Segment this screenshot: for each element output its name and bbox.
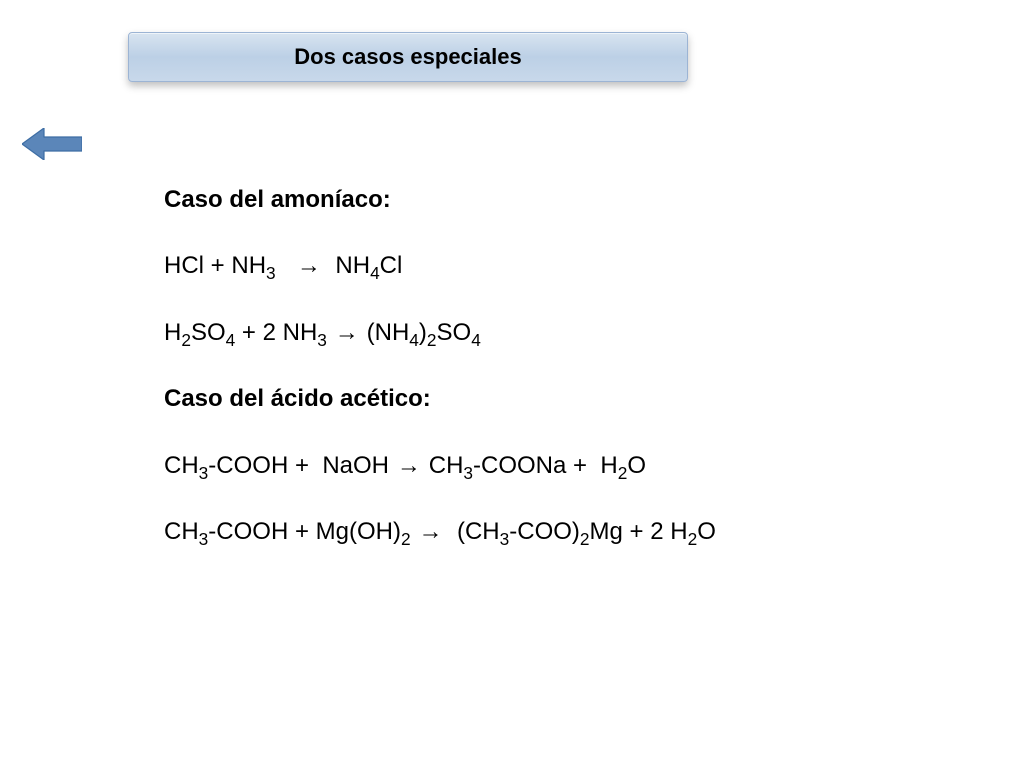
eq2-rhs-sp <box>360 319 367 346</box>
eq3-lhs-a-tail: -COOH <box>208 452 288 479</box>
eq4-rhs-tail: Mg <box>590 518 623 545</box>
slide-title-text: Dos casos especiales <box>294 44 521 70</box>
arrow-right-icon: → <box>417 516 443 548</box>
eq1-lhs-b-base: NH <box>231 252 266 279</box>
eq4-rhs-b-base: H <box>670 518 687 545</box>
eq1-rhs-sp <box>322 252 335 279</box>
eq4-lhs-a-base: CH <box>164 518 199 545</box>
eq1-spacer <box>276 252 296 279</box>
eq3-lhs-a-base: CH <box>164 452 199 479</box>
slide-body: Caso del amoníaco: HCl + NH3 → NH4Cl H2S… <box>164 184 964 582</box>
eq4-plus2: + <box>623 518 650 545</box>
eq3-rhs-a-base: CH <box>429 452 464 479</box>
arrow-right-icon: → <box>396 450 422 482</box>
eq2-rhs-sub3: 4 <box>471 330 481 350</box>
equation-4: CH3-COOH + Mg(OH)2 → (CH3-COO)2Mg + 2 H2… <box>164 516 964 548</box>
eq2-coef: 2 <box>263 319 283 346</box>
eq2-rhs-close: ) <box>419 319 427 346</box>
eq2-rhs-tail: SO <box>437 319 472 346</box>
eq3-lhs-b: NaOH <box>322 452 389 479</box>
eq4-rhs-sub2: 2 <box>580 529 590 549</box>
eq3-plus2: + <box>566 452 600 479</box>
eq4-rhs-sub1: 3 <box>500 529 510 549</box>
eq1-rhs-tail: Cl <box>380 252 403 279</box>
section-heading-ammonia: Caso del amoníaco: <box>164 184 964 216</box>
arrow-right-icon: → <box>296 250 322 282</box>
eq4-lhs-b-head: Mg(OH) <box>316 518 401 545</box>
eq3-rhs-b-base: H <box>600 452 617 479</box>
arrow-right-icon: → <box>334 317 360 349</box>
eq1-rhs-sub: 4 <box>370 263 380 283</box>
eq2-sp <box>327 319 334 346</box>
eq2-rhs-open: (NH <box>367 319 410 346</box>
eq4-lhs-b-sub: 2 <box>401 529 411 549</box>
eq3-rhs-a-sub: 3 <box>463 462 473 482</box>
eq3-lhs-a-sub: 3 <box>199 462 209 482</box>
eq3-rhs-b-sub: 2 <box>618 462 628 482</box>
equation-2: H2SO4 + 2 NH3 → (NH4)2SO4 <box>164 317 964 349</box>
eq2-lhs-a-tail: SO <box>191 319 226 346</box>
eq4-lhs-a-sub: 3 <box>199 529 209 549</box>
eq4-rhs-b-sub: 2 <box>688 529 698 549</box>
eq2-lhs-a-sub2: 4 <box>226 330 236 350</box>
eq4-rhs-b-tail: O <box>697 518 716 545</box>
eq4-plus1: + <box>288 518 315 545</box>
eq2-lhs-a-sub: 2 <box>181 330 191 350</box>
slide-title-box: Dos casos especiales <box>128 32 688 82</box>
eq4-rhs-mid: -COO) <box>509 518 580 545</box>
eq2-lhs-a-base: H <box>164 319 181 346</box>
eq3-rhs-a-tail: -COONa <box>473 452 566 479</box>
eq2-rhs-sub1: 4 <box>409 330 419 350</box>
eq4-coef: 2 <box>650 518 670 545</box>
section-heading-acetic: Caso del ácido acético: <box>164 383 964 415</box>
eq2-plus: + <box>235 319 262 346</box>
eq3-rhs-b-tail: O <box>627 452 646 479</box>
eq3-sp <box>389 452 396 479</box>
eq2-rhs-sub2: 2 <box>427 330 437 350</box>
eq4-rhs-sp <box>444 518 457 545</box>
back-arrow-button[interactable] <box>22 128 82 165</box>
eq3-rhs-sp <box>422 452 429 479</box>
eq3-plus1: + <box>288 452 322 479</box>
equation-3: CH3-COOH + NaOH → CH3-COONa + H2O <box>164 450 964 482</box>
eq1-lhs-a: HCl <box>164 252 204 279</box>
eq1-plus: + <box>204 252 231 279</box>
eq2-lhs-b-sub: 3 <box>317 330 327 350</box>
eq2-lhs-b-base: NH <box>283 319 318 346</box>
equation-1: HCl + NH3 → NH4Cl <box>164 250 964 282</box>
eq4-lhs-a-tail: -COOH <box>208 518 288 545</box>
eq4-rhs-open: (CH <box>457 518 500 545</box>
eq4-sp <box>411 518 418 545</box>
eq1-rhs-base: NH <box>335 252 370 279</box>
arrow-left-icon <box>22 128 82 160</box>
eq1-lhs-b-sub: 3 <box>266 263 276 283</box>
